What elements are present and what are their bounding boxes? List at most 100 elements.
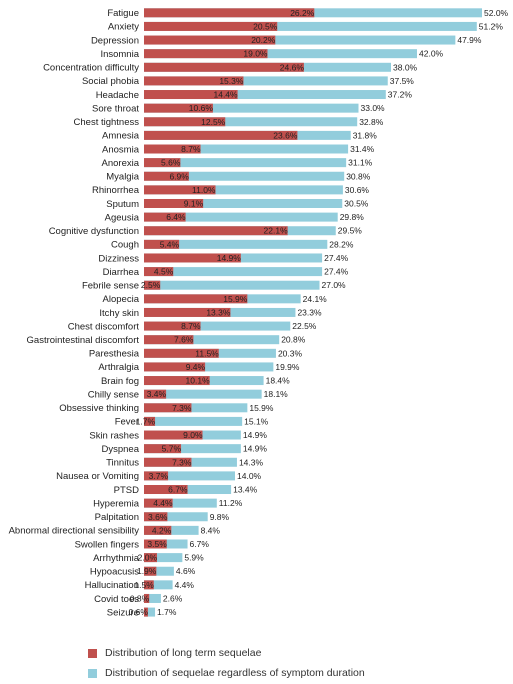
bar-regardless-chilly-sense — [144, 389, 262, 399]
bar-long-term-sore-throat — [144, 103, 213, 113]
value-label-long-term-ptsd: 6.7% — [168, 485, 188, 495]
bar-regardless-dyspnea — [144, 444, 241, 454]
bar-regardless-febrile-sense — [144, 280, 320, 290]
category-label-sore-throat: Sore throat — [92, 103, 139, 114]
bar-long-term-insomnia — [144, 49, 268, 59]
category-label-sputum: Sputum — [106, 199, 139, 210]
value-label-regardless-diarrhea: 27.4% — [324, 267, 349, 277]
value-label-long-term-hypoacusis: 1.9% — [137, 566, 157, 576]
category-label-hypoacusis: Hypoacusis — [90, 567, 139, 578]
value-label-regardless-rhinorrhea: 30.6% — [345, 185, 370, 195]
category-label-abnormal-directional-sensibility: Abnormal directional sensibility — [9, 526, 140, 537]
bar-long-term-paresthesia — [144, 348, 219, 358]
bar-regardless-anxiety — [144, 21, 477, 31]
value-label-regardless-ageusia: 29.8% — [340, 212, 365, 222]
value-label-regardless-sore-throat: 33.0% — [361, 103, 386, 113]
category-label-ptsd: PTSD — [114, 485, 139, 496]
bar-long-term-ptsd — [144, 485, 188, 495]
value-label-regardless-depression: 47.9% — [457, 35, 482, 45]
category-label-cognitive-dysfunction: Cognitive dysfunction — [49, 226, 139, 237]
value-label-regardless-headache: 37.2% — [388, 90, 413, 100]
value-label-long-term-gastrointestinal-discomfort: 7.6% — [174, 335, 194, 345]
value-label-regardless-fatigue: 52.0% — [484, 8, 509, 18]
category-label-headache: Headache — [96, 90, 139, 101]
category-label-dyspnea: Dyspnea — [102, 444, 140, 455]
bar-regardless-hallucination — [144, 580, 173, 590]
value-label-long-term-nausea-or-vomiting: 3.7% — [149, 471, 169, 481]
bar-long-term-fatigue — [144, 8, 315, 18]
bar-long-term-rhinorrhea — [144, 185, 216, 195]
bar-long-term-hyperemia — [144, 498, 173, 508]
bar-long-term-concentration-difficulty — [144, 62, 304, 72]
bar-long-term-itchy-skin — [144, 307, 231, 317]
bar-long-term-cough — [144, 239, 180, 249]
bar-long-term-skin-rashes — [144, 430, 203, 440]
value-label-long-term-anorexia: 5.6% — [161, 158, 181, 168]
bar-regardless-anosmia — [144, 144, 349, 154]
bar-long-term-febrile-sense — [144, 280, 161, 290]
value-label-regardless-abnormal-directional-sensibility: 8.4% — [201, 525, 221, 535]
bar-regardless-sputum — [144, 198, 343, 208]
value-label-regardless-arthralgia: 19.9% — [275, 362, 300, 372]
bar-long-term-hallucination — [144, 580, 154, 590]
value-label-long-term-ageusia: 6.4% — [166, 212, 186, 222]
value-label-regardless-dyspnea: 14.9% — [243, 444, 268, 454]
value-label-regardless-chest-tightness: 32.8% — [359, 117, 384, 127]
bar-regardless-ageusia — [144, 212, 338, 222]
category-label-depression: Depression — [91, 35, 139, 46]
category-label-dizziness: Dizziness — [98, 253, 139, 264]
category-label-diarrhea: Diarrhea — [103, 267, 140, 278]
value-label-long-term-paresthesia: 11.5% — [195, 348, 219, 358]
value-label-long-term-arthralgia: 9.4% — [186, 362, 206, 372]
value-label-regardless-myalgia: 30.8% — [346, 171, 371, 181]
bar-regardless-fever — [144, 416, 243, 426]
category-label-skin-rashes: Skin rashes — [89, 430, 139, 441]
value-label-long-term-anosmia: 8.7% — [181, 144, 201, 154]
value-label-long-term-insomnia: 19.0% — [243, 49, 268, 59]
value-label-long-term-brain-fog: 10.1% — [186, 376, 211, 386]
value-label-long-term-cough: 5.4% — [160, 239, 180, 249]
value-label-regardless-concentration-difficulty: 38.0% — [393, 62, 418, 72]
bar-long-term-chest-discomfort — [144, 321, 201, 331]
bar-long-term-dizziness — [144, 253, 241, 263]
category-label-hallucination: Hallucination — [85, 580, 139, 591]
value-label-long-term-myalgia: 6.9% — [169, 171, 189, 181]
bar-regardless-diarrhea — [144, 267, 323, 277]
value-label-long-term-chest-tightness: 12.5% — [201, 117, 226, 127]
value-label-regardless-anosmia: 31.4% — [350, 144, 375, 154]
bar-long-term-fever — [144, 416, 156, 426]
bar-regardless-covid-toes — [144, 593, 161, 603]
bar-regardless-nausea-or-vomiting — [144, 471, 235, 481]
bar-regardless-chest-discomfort — [144, 321, 291, 331]
legend-item-long-term: Distribution of long term sequelae — [88, 643, 365, 663]
value-label-regardless-skin-rashes: 14.9% — [243, 430, 268, 440]
value-label-long-term-fever: 1.7% — [136, 416, 156, 426]
category-label-ageusia: Ageusia — [105, 212, 140, 223]
category-label-chilly-sense: Chilly sense — [88, 389, 139, 400]
value-label-regardless-alopecia: 24.1% — [303, 294, 328, 304]
category-label-fever: Fever — [115, 417, 139, 428]
value-label-long-term-sore-throat: 10.6% — [189, 103, 214, 113]
bar-long-term-ageusia — [144, 212, 186, 222]
bar-long-term-covid-toes — [144, 593, 150, 603]
bar-regardless-anorexia — [144, 158, 347, 168]
bar-long-term-gastrointestinal-discomfort — [144, 335, 194, 345]
category-label-hyperemia: Hyperemia — [93, 498, 140, 509]
bar-long-term-swollen-fingers — [144, 539, 167, 549]
value-label-regardless-palpitation: 9.8% — [210, 512, 230, 522]
bar-long-term-obsessive-thinking — [144, 403, 192, 413]
value-label-regardless-chest-discomfort: 22.5% — [292, 321, 317, 331]
bar-regardless-cough — [144, 239, 328, 249]
value-label-regardless-anorexia: 31.1% — [348, 158, 373, 168]
value-label-regardless-anxiety: 51.2% — [479, 21, 504, 31]
value-label-long-term-social-phobia: 15.3% — [219, 76, 244, 86]
category-label-nausea-or-vomiting: Nausea or Vomiting — [56, 471, 139, 482]
sequelae-bar-chart: Fatigue 26.2% 52.0% Anxiety 20.5% 51.2% Depres… — [9, 8, 509, 619]
bar-long-term-arthralgia — [144, 362, 206, 372]
value-label-regardless-swollen-fingers: 6.7% — [190, 539, 210, 549]
value-label-long-term-swollen-fingers: 3.5% — [147, 539, 167, 549]
value-label-regardless-amnesia: 31.8% — [353, 130, 378, 140]
bar-regardless-obsessive-thinking — [144, 403, 248, 413]
value-label-long-term-diarrhea: 4.5% — [154, 267, 174, 277]
bar-long-term-social-phobia — [144, 76, 244, 86]
